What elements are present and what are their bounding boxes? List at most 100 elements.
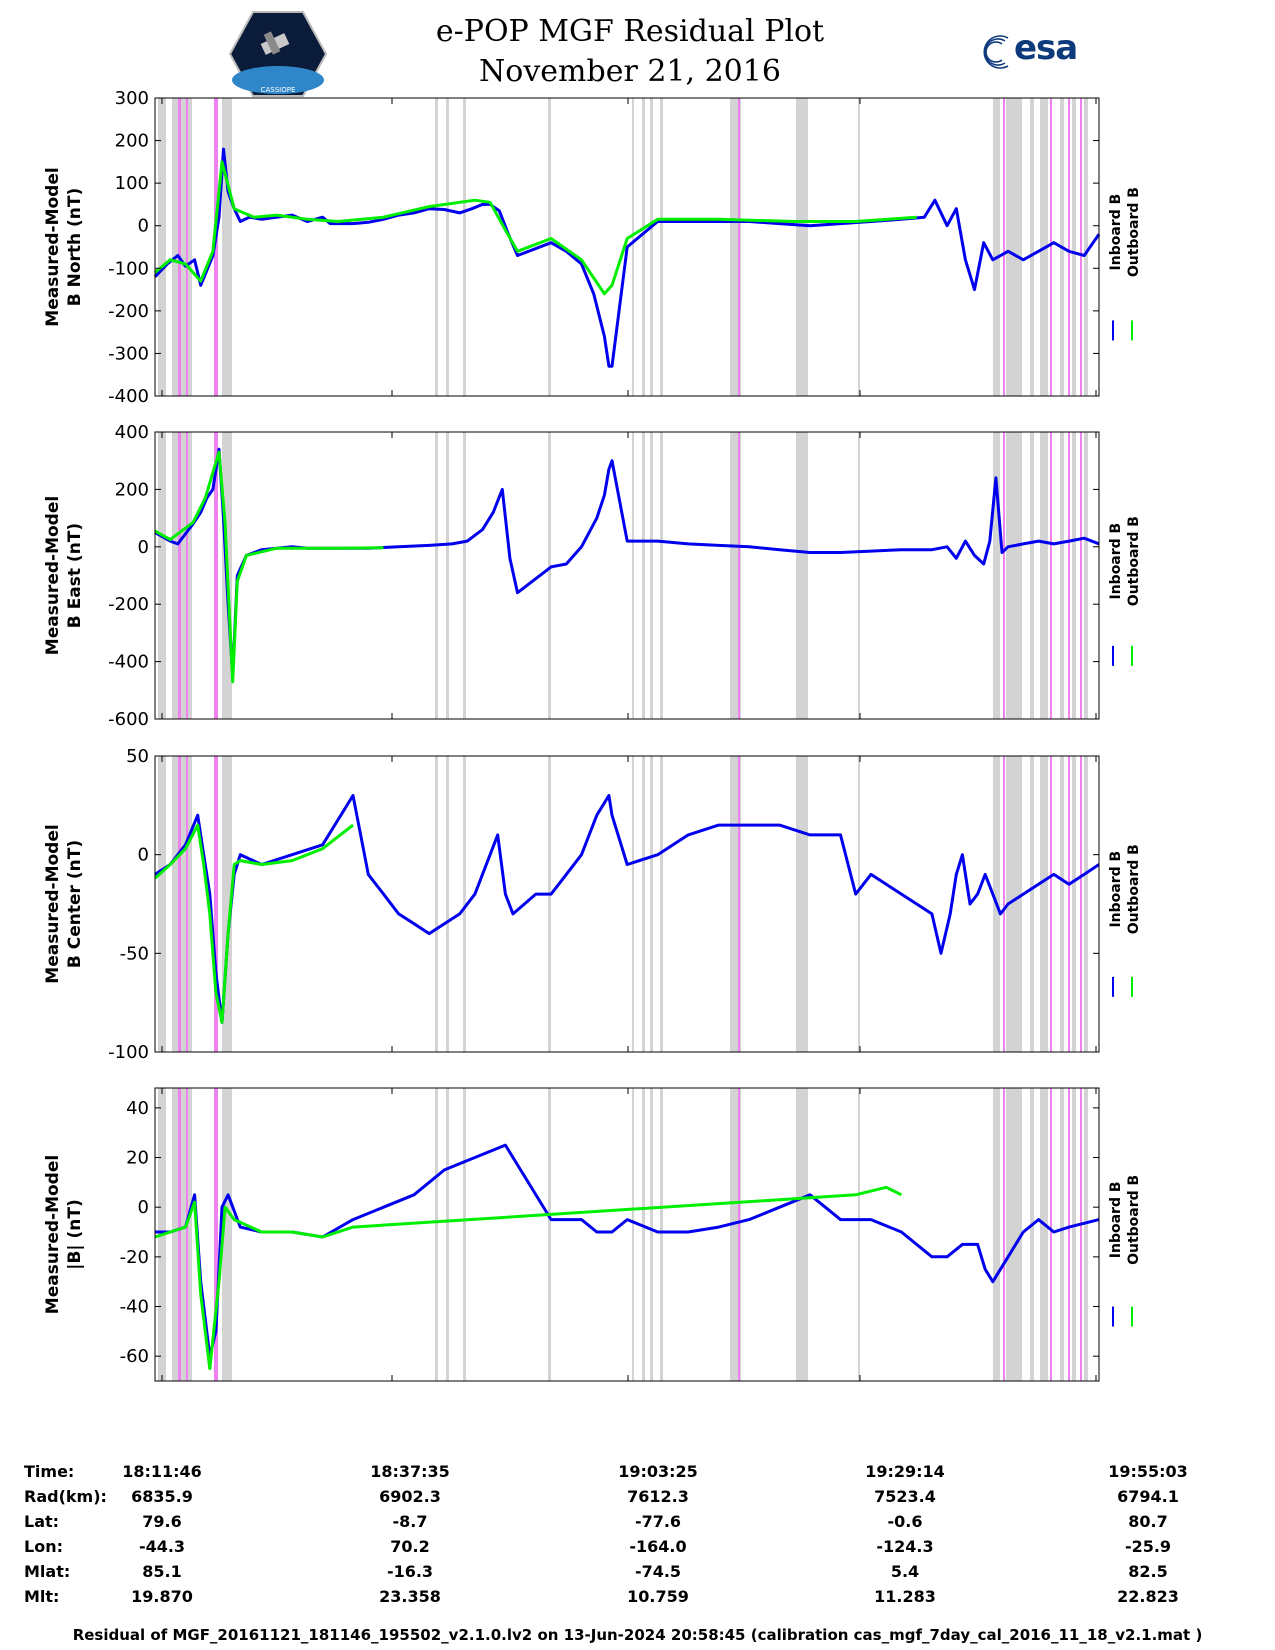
y-tick-label: -200 <box>108 301 149 322</box>
table-cell: 19:55:03 <box>1108 1462 1188 1481</box>
event-band <box>186 432 188 719</box>
series-inboard-line <box>154 447 1100 678</box>
data-gap-band <box>660 432 663 719</box>
data-gap-band <box>1060 432 1064 719</box>
table-cell: 19.870 <box>131 1587 193 1606</box>
data-gap-band <box>463 1088 466 1381</box>
y-tick-label: -100 <box>108 1042 149 1063</box>
y-tick-label: 20 <box>126 1148 149 1169</box>
event-band <box>1080 1088 1082 1381</box>
esa-logo <box>983 35 1009 69</box>
data-gap-band <box>463 756 466 1052</box>
data-gap-band <box>642 756 645 1052</box>
y-tick-label: 200 <box>115 131 149 152</box>
series-outboard-line <box>154 450 384 684</box>
footer-caption: Residual of MGF_20161121_181146_195502_v… <box>72 1626 1203 1644</box>
y-axis-label-line1: Measured-Model <box>43 496 63 655</box>
table-cell: -74.5 <box>634 1562 682 1581</box>
table-cell: -164.0 <box>629 1537 687 1556</box>
data-gap-band <box>858 98 860 396</box>
y-tick-label: -300 <box>108 343 149 364</box>
y-axis-label-line2: B Center (nT) <box>65 840 85 968</box>
data-gap-band <box>730 756 741 1052</box>
esa-logo-text: esa <box>1014 28 1078 68</box>
series-outboard-line <box>153 823 354 1024</box>
legend-text: Inboard B Outboard B <box>1108 1175 1142 1265</box>
event-band <box>1003 1088 1005 1381</box>
data-gap-band <box>730 98 741 396</box>
cassiope-logo: CASSIOPE <box>228 11 328 97</box>
data-gap-band <box>642 98 645 396</box>
table-cell: 5.4 <box>890 1562 920 1581</box>
series-outboard-line <box>154 160 917 296</box>
data-gap-band <box>796 756 808 1052</box>
event-band <box>178 756 181 1052</box>
data-gap-band <box>1060 1088 1064 1381</box>
data-gap-band <box>446 432 449 719</box>
y-axis-label: Measured-Model B North (nT) <box>43 167 85 326</box>
legend-inboard-label: Inboard B <box>1108 851 1124 928</box>
data-gap-band <box>172 432 192 719</box>
data-gap-band <box>1040 1088 1048 1381</box>
event-band <box>1068 1088 1070 1381</box>
data-gap-band <box>548 98 551 396</box>
data-gap-band <box>858 756 860 1052</box>
y-axis-label: Measured-Model B Center (nT) <box>43 824 85 983</box>
table-cell: -124.3 <box>876 1537 934 1556</box>
data-gap-band <box>1006 1088 1022 1381</box>
event-band <box>738 1088 740 1381</box>
y-tick-label: -400 <box>108 386 149 407</box>
data-gap-band <box>642 432 645 719</box>
table-cell: 19:03:25 <box>618 1462 698 1481</box>
event-band <box>186 98 188 396</box>
panel-3: 50 0 -50 -100 Measured-Model B Center (nT) Inb… <box>43 746 1142 1063</box>
ephemeris-table: Time: Rad(km): Lat: Lon: Mlat: Mlt: 18:1… <box>0 1462 1275 1622</box>
event-band <box>214 756 218 1052</box>
table-cell: 10.759 <box>627 1587 689 1606</box>
y-tick-label: 300 <box>115 88 149 109</box>
data-gap-band <box>1072 756 1076 1052</box>
table-cell: 70.2 <box>390 1537 430 1556</box>
data-gap-band <box>463 98 466 396</box>
event-band <box>1080 756 1082 1052</box>
legend-text: Inboard B Outboard B <box>1108 516 1142 606</box>
series-outboard-line <box>154 1185 903 1371</box>
event-band <box>738 432 740 719</box>
panel-frame <box>154 755 1100 1053</box>
data-gap-band <box>993 1088 1000 1381</box>
y-tick-label: 100 <box>115 173 149 194</box>
data-gap-band <box>435 432 438 719</box>
data-gap-band <box>1084 756 1088 1052</box>
data-gap-band <box>446 98 449 396</box>
data-gap-band <box>158 98 166 396</box>
table-cell: -0.6 <box>887 1512 923 1531</box>
table-label-lat: Lat: <box>24 1512 60 1531</box>
data-gap-band <box>172 98 192 396</box>
event-band <box>1068 98 1070 396</box>
data-gap-band <box>158 432 166 719</box>
event-band <box>186 756 188 1052</box>
legend-outboard-label: Outboard B <box>1126 844 1142 934</box>
data-gap-band <box>650 756 653 1052</box>
data-gap-band <box>1084 432 1088 719</box>
table-cell: 6902.3 <box>379 1487 441 1506</box>
data-gap-band <box>172 756 192 1052</box>
event-band <box>1068 756 1070 1052</box>
table-cell: 80.7 <box>1128 1512 1168 1531</box>
residual-plot-figure: 3002001000-100-200-300-400Measured-Model… <box>43 88 1142 1382</box>
data-gap-band <box>1006 432 1022 719</box>
data-gap-band <box>796 432 808 719</box>
data-gap-band <box>660 1088 663 1381</box>
event-band <box>738 756 740 1052</box>
table-cell: 22.823 <box>1117 1587 1179 1606</box>
event-band <box>1003 98 1005 396</box>
table-label-time: Time: <box>24 1462 75 1481</box>
data-gap-band <box>1040 432 1048 719</box>
table-label-radius: Rad(km): <box>24 1487 107 1506</box>
table-cell: 82.5 <box>1128 1562 1168 1581</box>
event-band <box>214 98 218 396</box>
panel-frame <box>154 431 1100 720</box>
event-band <box>1003 432 1005 719</box>
data-gap-band <box>730 432 741 719</box>
y-axis-label-line2: B North (nT) <box>65 188 85 307</box>
